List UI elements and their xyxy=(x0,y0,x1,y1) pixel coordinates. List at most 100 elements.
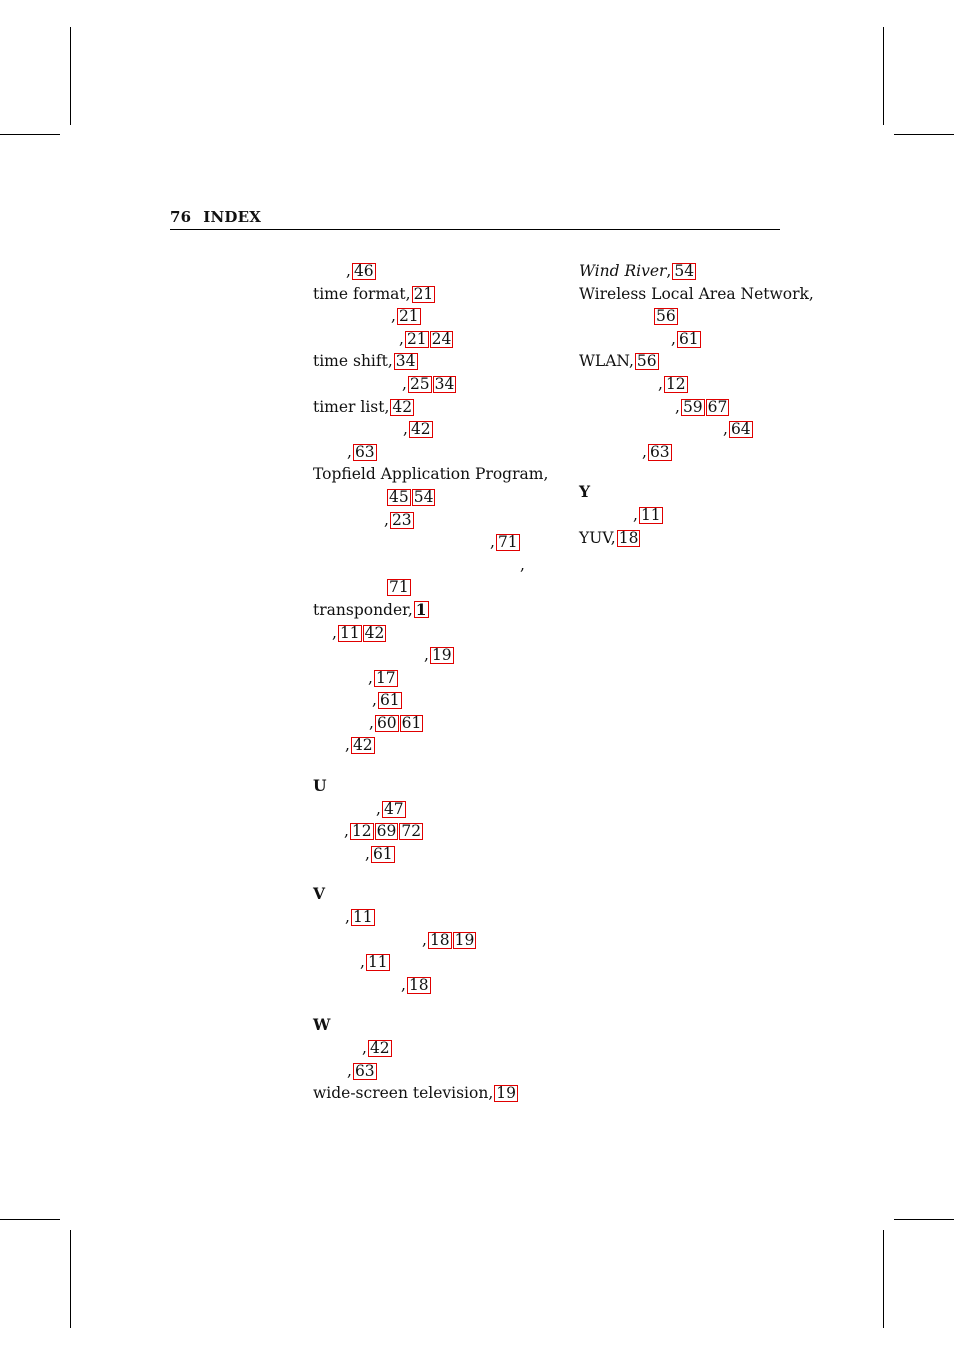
index-entry: YUV, 18 xyxy=(579,527,809,550)
page-link[interactable]: 47 xyxy=(381,799,406,818)
index-entry: time shift, 34 xyxy=(313,350,553,373)
index-entry: 71 xyxy=(313,576,553,599)
crop-mark xyxy=(0,1219,60,1220)
index-entry: timer list, 42 xyxy=(313,396,553,419)
page-link[interactable]: 23 xyxy=(389,510,414,529)
entry-text: , xyxy=(402,374,407,393)
page-link[interactable]: 56 xyxy=(654,307,678,326)
page-link[interactable]: 19 xyxy=(494,1084,518,1103)
entry-text: time format, xyxy=(313,284,411,303)
page-link[interactable]: 61 xyxy=(370,844,395,863)
spacer xyxy=(313,865,553,883)
page-link[interactable]: 61 xyxy=(676,329,701,348)
index-entry: time format, 21 xyxy=(313,283,553,306)
index-entry: , 19 xyxy=(313,644,553,667)
page-link[interactable]: 34 xyxy=(393,352,418,371)
entry-text: Topfield Application Program, xyxy=(313,465,549,484)
page-link[interactable]: 54 xyxy=(672,262,697,280)
page-link[interactable]: 56 xyxy=(634,352,659,371)
index-entry: , 61 xyxy=(313,689,553,712)
index-entry: Wireless Local Area Network, xyxy=(579,283,814,306)
page-link[interactable]: 69 xyxy=(374,822,399,841)
page-link[interactable]: 63 xyxy=(352,442,377,461)
page-link[interactable]: 60 xyxy=(374,713,399,732)
page-link[interactable]: 19 xyxy=(452,930,477,949)
page-link[interactable]: 42 xyxy=(350,736,375,755)
index-entry: wide-screen television, 19 xyxy=(313,1082,553,1105)
page-link[interactable]: 42 xyxy=(390,397,415,416)
index-entry: , 63 xyxy=(313,441,553,464)
index-entry: , 11 xyxy=(313,951,553,974)
index-entry: , 11 xyxy=(313,906,553,929)
page-link[interactable]: 34 xyxy=(432,374,457,393)
index-entry: , 46 xyxy=(313,260,553,283)
index-entry: , 63 xyxy=(313,1060,553,1083)
page-link[interactable]: 64 xyxy=(728,420,753,439)
entry-text: , xyxy=(369,713,374,732)
page-link[interactable]: 11 xyxy=(337,623,362,642)
page-link[interactable]: 11 xyxy=(365,953,390,972)
page-link[interactable]: 18 xyxy=(616,528,641,547)
page-link[interactable]: 11 xyxy=(350,908,375,927)
page-link[interactable]: 63 xyxy=(352,1061,377,1080)
crop-mark xyxy=(883,27,884,125)
page-link[interactable]: 19 xyxy=(429,646,454,665)
page-link[interactable]: 61 xyxy=(399,713,424,732)
entry-text: Wind River xyxy=(579,262,667,280)
page-link[interactable]: 18 xyxy=(406,975,431,994)
index-entry: , 64 xyxy=(579,418,809,441)
page-link[interactable]: 63 xyxy=(647,442,672,461)
index-entry: , 12 xyxy=(579,373,809,396)
entry-text: Wireless Local Area Network, xyxy=(579,284,814,303)
section-letter: Y xyxy=(579,482,591,502)
page-link[interactable]: 54 xyxy=(411,487,436,506)
page-link[interactable]: 45 xyxy=(387,487,411,506)
page-link[interactable]: 12 xyxy=(349,822,374,841)
entry-text: timer list, xyxy=(313,397,390,416)
index-entry: , 18 19 xyxy=(313,929,553,952)
page-link[interactable]: 42 xyxy=(367,1039,392,1057)
entry-text: , xyxy=(344,822,349,841)
index-entry: , 18 xyxy=(313,974,553,997)
page-link[interactable]: 21 xyxy=(396,307,421,326)
page-link[interactable]: 11 xyxy=(638,505,663,524)
page-link[interactable]: 59 xyxy=(680,397,705,416)
page-link[interactable]: 67 xyxy=(705,397,730,416)
entry-text: , xyxy=(360,953,365,972)
index-entry: WLAN, 56 xyxy=(579,350,809,373)
page-link[interactable]: 17 xyxy=(373,668,398,687)
index-entry: , 25 34 xyxy=(313,373,553,396)
entry-text: , xyxy=(347,442,352,461)
crop-mark xyxy=(0,134,60,135)
entry-text: , xyxy=(368,668,373,687)
page-link[interactable]: 1 xyxy=(413,599,429,619)
entry-text: time shift, xyxy=(313,352,393,371)
page-link[interactable]: 72 xyxy=(399,822,424,841)
entry-text: WLAN, xyxy=(579,352,634,371)
page-link[interactable]: 61 xyxy=(377,691,402,710)
index-entry: , 23 xyxy=(313,509,553,532)
page-link[interactable]: 12 xyxy=(663,374,688,393)
page-link[interactable]: 71 xyxy=(495,533,520,552)
page-link[interactable]: 21 xyxy=(411,284,436,303)
index-entry: , 59 67 xyxy=(579,396,809,419)
page-link[interactable]: 25 xyxy=(407,374,432,393)
header-title: INDEX xyxy=(203,208,262,226)
crop-mark xyxy=(70,27,71,125)
crop-mark xyxy=(70,1230,71,1328)
crop-mark xyxy=(894,1219,954,1220)
page-link[interactable]: 46 xyxy=(351,262,376,280)
page-link[interactable]: 71 xyxy=(387,578,411,597)
index-column-right: Wind River, 54 Wireless Local Area Network… xyxy=(579,260,814,550)
entry-text: , xyxy=(403,420,408,439)
page-link[interactable]: 42 xyxy=(408,420,433,439)
page-link[interactable]: 18 xyxy=(427,930,452,949)
crop-mark xyxy=(883,1230,884,1328)
index-entry: transponder, 1 xyxy=(313,599,553,622)
crop-mark xyxy=(894,134,954,135)
page-link[interactable]: 21 xyxy=(404,329,429,348)
entry-text: , xyxy=(490,533,495,552)
page-link[interactable]: 42 xyxy=(362,623,387,642)
entry-text: , xyxy=(362,1039,367,1057)
page-link[interactable]: 24 xyxy=(429,329,454,348)
